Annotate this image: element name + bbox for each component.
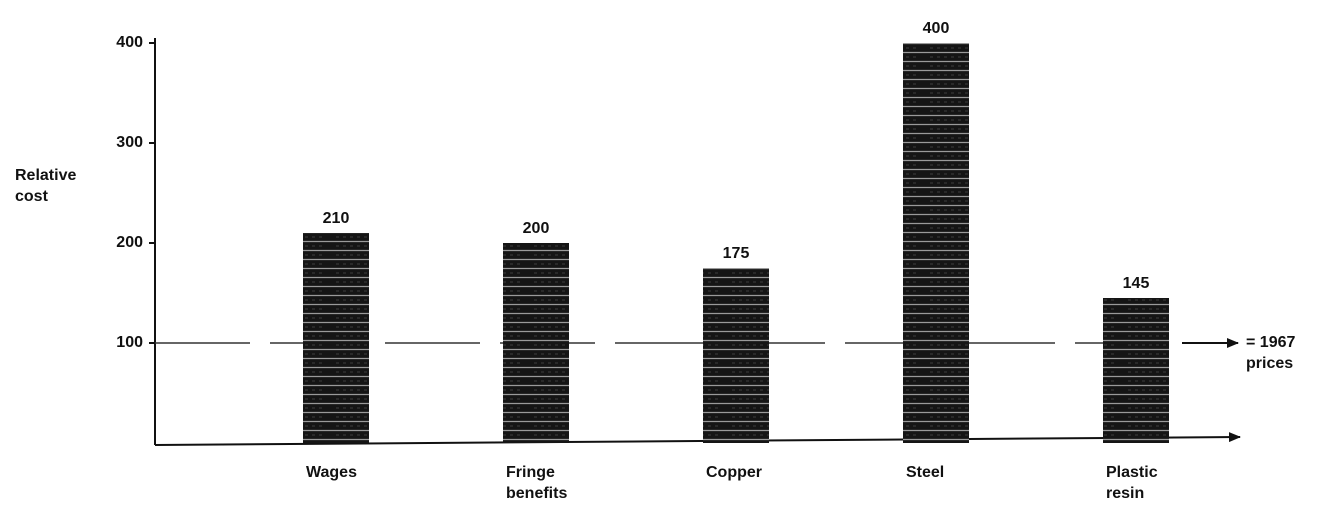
y-tick-label: 400 [116,34,143,51]
y-tick-label: 300 [116,134,143,151]
y-tick-label: 200 [116,234,143,251]
y-axis-label: Relative cost [15,165,105,207]
value-label: 145 [1123,275,1150,292]
x-tick-label: Fringe benefits [506,462,586,504]
x-tick-label: Copper [706,462,786,483]
x-tick-label: Wages [306,462,386,483]
page: 100 200 300 400 210 200 175 400 145 Relative cos… [0,0,1329,506]
bar [503,243,569,443]
x-tick-label: Plastic resin [1106,462,1186,504]
bar [903,43,969,443]
value-label: 200 [523,220,550,237]
bar [1103,298,1169,443]
reference-label: = 1967 prices [1246,332,1326,374]
bar [303,233,369,443]
value-label: 210 [323,210,350,227]
value-label: 400 [923,20,950,37]
chart: 100 200 300 400 210 200 175 400 145 [0,0,1329,506]
bar [703,268,769,443]
value-label: 175 [723,245,750,262]
y-tick-label: 100 [116,334,143,351]
x-tick-label: Steel [906,462,986,483]
